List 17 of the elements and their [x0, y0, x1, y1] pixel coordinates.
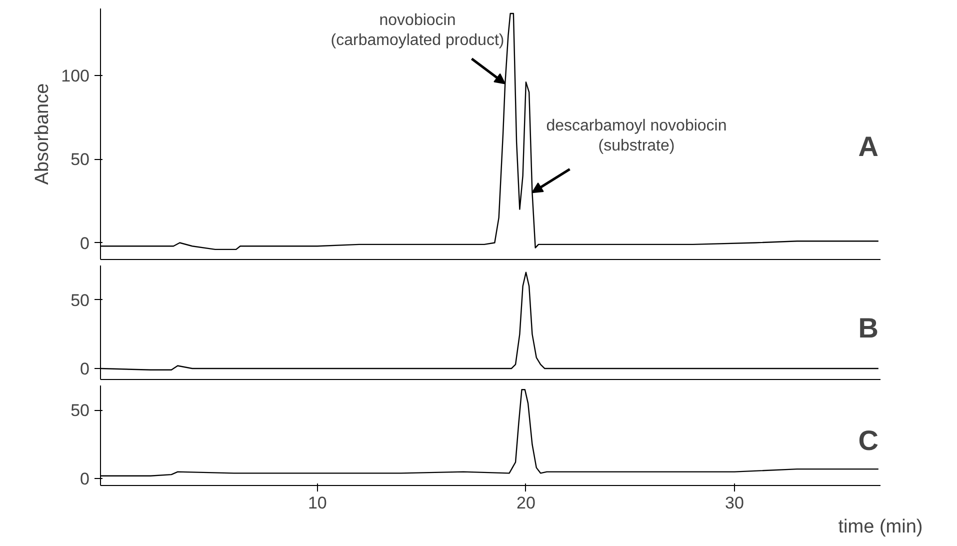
- y-tick-label: 50: [70, 401, 90, 420]
- annotation: descarbamoyl novobiocin (substrate): [546, 117, 727, 155]
- y-tick-label: 0: [80, 360, 90, 379]
- x-axis-title: time (min): [838, 516, 923, 538]
- annotation: B: [858, 312, 879, 344]
- y-tick-label: 0: [80, 470, 90, 489]
- annotation: A: [858, 131, 879, 162]
- y-tick-label: 100: [61, 66, 90, 86]
- y-axis-title: Absorbance: [32, 83, 54, 185]
- y-tick-label: 50: [70, 150, 90, 170]
- annotation: C: [858, 425, 879, 456]
- x-tick-label: 10: [308, 494, 327, 512]
- y-tick-label: 50: [70, 290, 90, 310]
- annotation: novobiocin (carbamoylated product): [330, 12, 504, 50]
- y-tick-label: 0: [80, 234, 90, 253]
- x-tick-label: 30: [725, 494, 744, 512]
- x-tick-label: 20: [516, 494, 536, 512]
